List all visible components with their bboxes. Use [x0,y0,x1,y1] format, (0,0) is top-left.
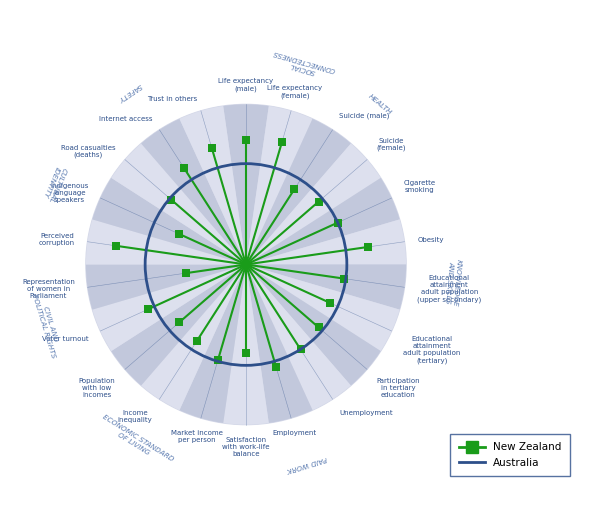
Text: Life expectancy
(female): Life expectancy (female) [267,85,322,98]
Wedge shape [112,143,246,264]
Text: Employment: Employment [272,431,317,436]
Text: Educational
attainment
adult population
(upper secondary): Educational attainment adult population … [417,276,481,303]
Text: Cigarette
smoking: Cigarette smoking [403,180,436,193]
Text: Voter turnout: Voter turnout [42,336,89,342]
Text: Educational
attainment
adult population
(tertiary): Educational attainment adult population … [403,336,461,364]
Text: Population
with low
incomes: Population with low incomes [79,378,115,398]
Text: Unemployment: Unemployment [340,410,393,416]
Wedge shape [246,106,313,264]
Wedge shape [179,106,246,264]
Text: Suicide
(female): Suicide (female) [377,138,406,151]
Text: SOCIAL
CONNECTEDNESS: SOCIAL CONNECTEDNESS [271,49,337,80]
Wedge shape [246,264,400,351]
Text: Suicide (male): Suicide (male) [340,113,390,119]
Text: Representation
of women in
Parliament: Representation of women in Parliament [22,279,75,299]
Text: Obesity: Obesity [417,237,443,243]
Wedge shape [92,264,246,351]
Wedge shape [246,264,313,423]
Text: Trust in others: Trust in others [147,96,197,102]
Wedge shape [246,264,380,386]
Wedge shape [141,119,246,264]
Wedge shape [246,143,380,264]
Wedge shape [141,264,246,410]
Text: CULTURAL
IDENTITY: CULTURAL IDENTITY [41,163,68,203]
Text: SAFETY: SAFETY [116,82,143,102]
Circle shape [86,104,406,425]
Text: Participation
in tertiary
education: Participation in tertiary education [377,378,420,398]
Wedge shape [246,178,400,264]
Text: PAID WORK: PAID WORK [286,454,328,472]
Wedge shape [86,264,246,309]
Text: HEALTH: HEALTH [367,94,392,116]
Wedge shape [246,264,351,410]
Text: CIVIL AND
POLITICAL RIGHTS: CIVIL AND POLITICAL RIGHTS [31,291,63,359]
Wedge shape [179,264,246,423]
Text: Life expectancy
(male): Life expectancy (male) [218,78,274,92]
Wedge shape [246,220,406,264]
Text: Internet access: Internet access [99,116,152,122]
Wedge shape [86,220,246,264]
Text: Market income
per person: Market income per person [172,431,223,443]
Text: KNOWLEDGE
AND SKILLS: KNOWLEDGE AND SKILLS [445,258,462,307]
Wedge shape [246,264,406,309]
Text: Indigenous
language
speakers: Indigenous language speakers [50,183,89,203]
Wedge shape [223,264,269,425]
Text: Income
inequality: Income inequality [118,410,152,423]
Wedge shape [92,178,246,264]
Wedge shape [112,264,246,386]
Text: Perceived
corruption: Perceived corruption [39,233,75,247]
Wedge shape [223,104,269,264]
Text: Satisfaction
with work-life
balance: Satisfaction with work-life balance [222,437,270,458]
Wedge shape [246,119,351,264]
Legend: New Zealand, Australia: New Zealand, Australia [450,434,570,476]
Text: ECONOMIC STANDARD
OF LIVING: ECONOMIC STANDARD OF LIVING [97,414,174,468]
Text: Road casualties
(deaths): Road casualties (deaths) [61,144,115,158]
